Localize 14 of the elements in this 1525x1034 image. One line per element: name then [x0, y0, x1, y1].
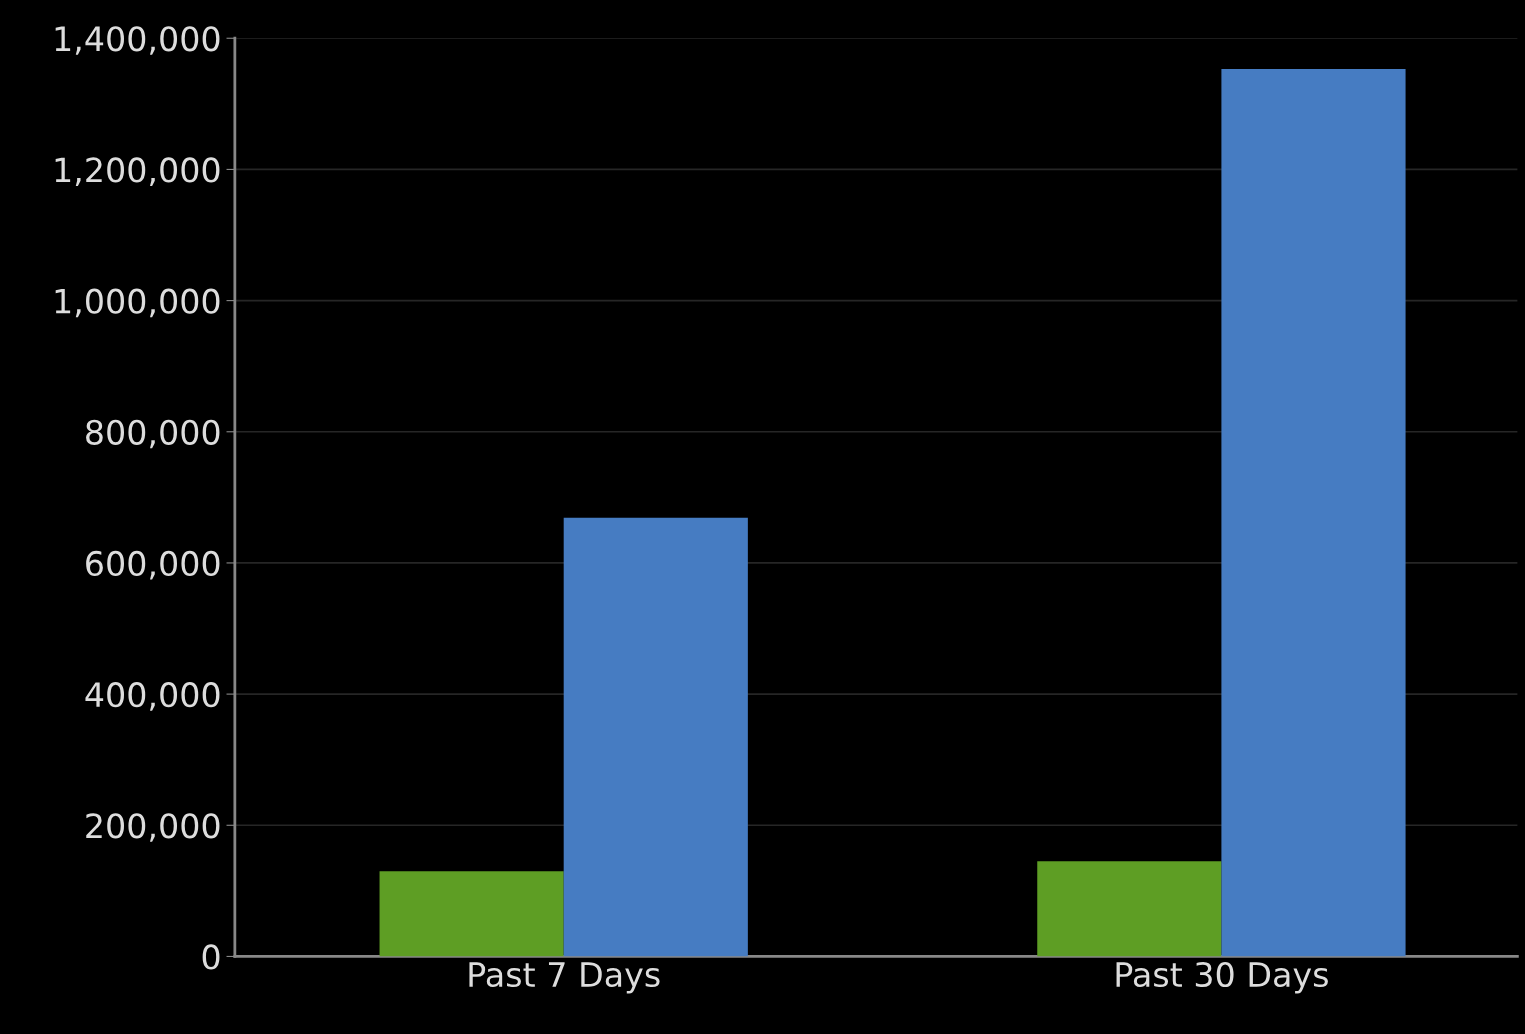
- y-tick-label: 600,000: [86, 550, 220, 580]
- y-tick-label: 1,000,000: [55, 288, 220, 318]
- bar: [563, 517, 748, 957]
- y-tick-label: 200,000: [86, 813, 220, 842]
- x-tick-label: Past 30 Days: [1116, 961, 1328, 994]
- y-tick-label: 400,000: [85, 682, 220, 711]
- y-tick-label: 800,000: [86, 419, 220, 449]
- x-tick-label: Past 7 Days: [469, 962, 660, 994]
- y-tick-label: 1,200,000: [55, 157, 220, 186]
- bar: [1221, 69, 1406, 957]
- bar: [379, 871, 564, 957]
- y-tick-label: 0: [202, 944, 220, 970]
- bar: [1037, 861, 1222, 957]
- y-tick-label: 1,400,000: [55, 26, 220, 55]
